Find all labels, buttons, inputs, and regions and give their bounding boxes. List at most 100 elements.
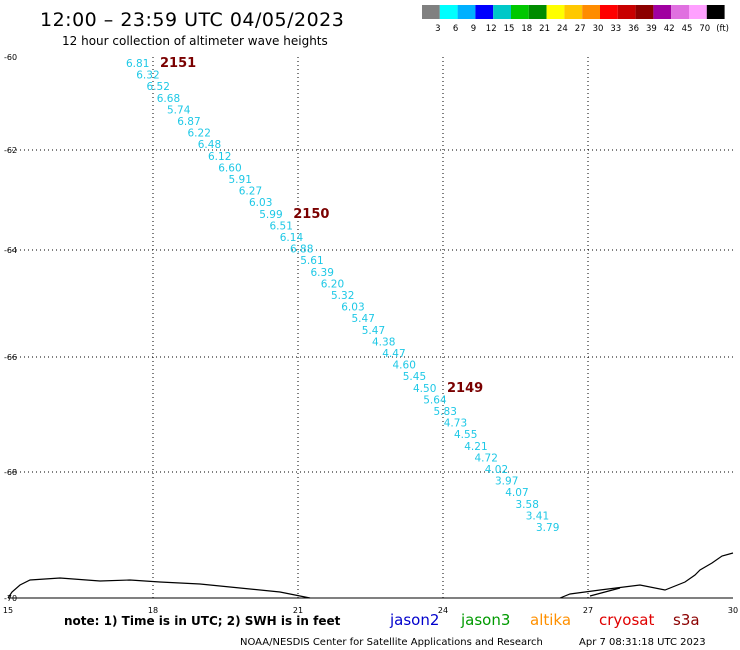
- lon-tick-label: 21: [293, 606, 303, 615]
- wave-height-value: 3.97: [495, 476, 518, 488]
- wave-height-value: 6.60: [218, 162, 241, 174]
- coastline-east-fragment: [589, 587, 621, 597]
- pass-number-label: 2150: [293, 207, 329, 222]
- footer-note: note: 1) Time is in UTC; 2) SWH is in fe…: [64, 614, 341, 628]
- lon-tick-label: 15: [3, 606, 13, 615]
- legend-label: 9: [471, 24, 476, 34]
- wave-height-value: 6.87: [177, 116, 200, 128]
- coastline: [7, 577, 311, 599]
- wave-height-value: 4.60: [393, 360, 416, 372]
- legend-label: (ft): [716, 24, 729, 34]
- wave-height-value: 4.38: [372, 336, 395, 348]
- legend-swatch: [511, 5, 529, 19]
- legend-swatch: [564, 5, 583, 19]
- lat-tick-label: -66: [4, 353, 17, 362]
- wave-height-value: 6.32: [136, 70, 159, 82]
- wave-height-value: 5.83: [434, 406, 457, 418]
- legend-label: 45: [682, 24, 693, 34]
- mission-label: altika: [530, 611, 571, 629]
- legend-swatch: [439, 5, 458, 19]
- wave-height-value: 4.47: [382, 348, 405, 360]
- wave-height-value: 6.52: [147, 81, 170, 93]
- lon-tick-label: 30: [728, 606, 738, 615]
- lon-tick-label: 24: [438, 606, 448, 615]
- wave-height-value: 6.03: [249, 197, 272, 209]
- legend-label: 39: [646, 24, 657, 34]
- wave-height-value: 4.50: [413, 383, 436, 395]
- legend-swatch: [617, 5, 636, 19]
- legend-label: 6: [453, 24, 458, 34]
- legend-swatch: [671, 5, 689, 19]
- wave-height-value: 6.48: [198, 139, 221, 151]
- wave-height-value: 4.73: [444, 418, 467, 430]
- credit-line: NOAA/NESDIS Center for Satellite Applica…: [240, 637, 543, 648]
- wave-height-value: 5.47: [352, 313, 375, 325]
- legend-label: 18: [521, 24, 532, 34]
- wave-height-value: 6.88: [290, 244, 313, 256]
- wave-height-value: 4.55: [454, 429, 477, 441]
- legend-label: 27: [575, 24, 586, 34]
- wave-height-value: 6.27: [239, 186, 262, 198]
- lon-tick-label: 27: [583, 606, 593, 615]
- mission-label: cryosat: [599, 611, 654, 629]
- legend-swatch: [635, 5, 654, 19]
- coastline-east: [559, 552, 734, 599]
- legend-label: 24: [557, 24, 568, 34]
- lat-lon-grid: 15 18 21 24 27 30-60-62-64-66-68-70: [3, 53, 738, 615]
- wave-height-value: 6.39: [311, 267, 334, 279]
- wave-height-value: 3.41: [526, 510, 549, 522]
- wave-height-value: 4.72: [475, 452, 498, 464]
- mission-list: jason2 jason3 altika cryosat s3a: [389, 611, 700, 629]
- legend-swatch: [600, 5, 618, 19]
- legend-label: 42: [664, 24, 675, 34]
- legend-label: 21: [539, 24, 550, 34]
- lon-tick-label: 18: [148, 606, 158, 615]
- legend-label: 70: [699, 24, 710, 34]
- wave-height-value: 6.51: [270, 220, 293, 232]
- wave-height-value: 4.02: [485, 464, 508, 476]
- color-legend: 3 6 9 12 15 18 21 24 27 30 33 36 39 42 45 70 (ft): [422, 5, 729, 34]
- wave-height-value: 5.91: [229, 174, 252, 186]
- legend-label: 12: [486, 24, 497, 34]
- pass-number-label: 2151: [160, 56, 196, 71]
- wave-height-value: 3.79: [536, 522, 559, 534]
- wave-height-track: 6.816.326.526.685.746.876.226.486.126.60…: [126, 58, 559, 534]
- wave-height-value: 5.47: [362, 325, 385, 337]
- wave-height-value: 6.12: [208, 151, 231, 163]
- wave-height-value: 6.03: [341, 302, 364, 314]
- mission-label: jason2: [389, 611, 439, 629]
- lat-tick-label: -64: [4, 246, 17, 255]
- legend-label: 36: [628, 24, 639, 34]
- wave-height-value: 5.74: [167, 104, 191, 116]
- legend-label: 15: [504, 24, 515, 34]
- wave-height-value: 5.99: [259, 209, 282, 221]
- pass-labels: 2151 2150 2149: [160, 56, 483, 396]
- legend-label: 33: [610, 24, 621, 34]
- mission-label: jason3: [460, 611, 510, 629]
- legend-swatch: [653, 5, 672, 19]
- wave-height-value: 5.32: [331, 290, 354, 302]
- wave-height-value: 5.45: [403, 371, 426, 383]
- wave-height-value: 4.21: [464, 441, 487, 453]
- wave-height-value: 6.68: [157, 93, 180, 105]
- lat-tick-label: -62: [4, 146, 17, 155]
- wave-height-value: 3.58: [516, 499, 539, 511]
- map-subtitle: 12 hour collection of altimeter wave hei…: [62, 34, 328, 48]
- legend-swatch: [582, 5, 600, 19]
- wave-height-value: 5.64: [423, 394, 447, 406]
- lat-tick-label: -68: [4, 468, 17, 477]
- generated-timestamp: Apr 7 08:31:18 UTC 2023: [579, 637, 706, 648]
- legend-swatch: [475, 5, 494, 19]
- legend-label: 30: [593, 24, 604, 34]
- wave-height-value: 6.81: [126, 58, 149, 70]
- legend-swatch: [422, 5, 440, 19]
- legend-swatch: [528, 5, 547, 19]
- pass-number-label: 2149: [447, 381, 483, 396]
- legend-swatch: [546, 5, 565, 19]
- legend-swatch: [457, 5, 476, 19]
- legend-swatch: [689, 5, 707, 19]
- map-title: 12:00 – 23:59 UTC 04/05/2023: [40, 9, 344, 31]
- wave-height-value: 5.61: [300, 255, 323, 267]
- wave-height-value: 6.20: [321, 278, 344, 290]
